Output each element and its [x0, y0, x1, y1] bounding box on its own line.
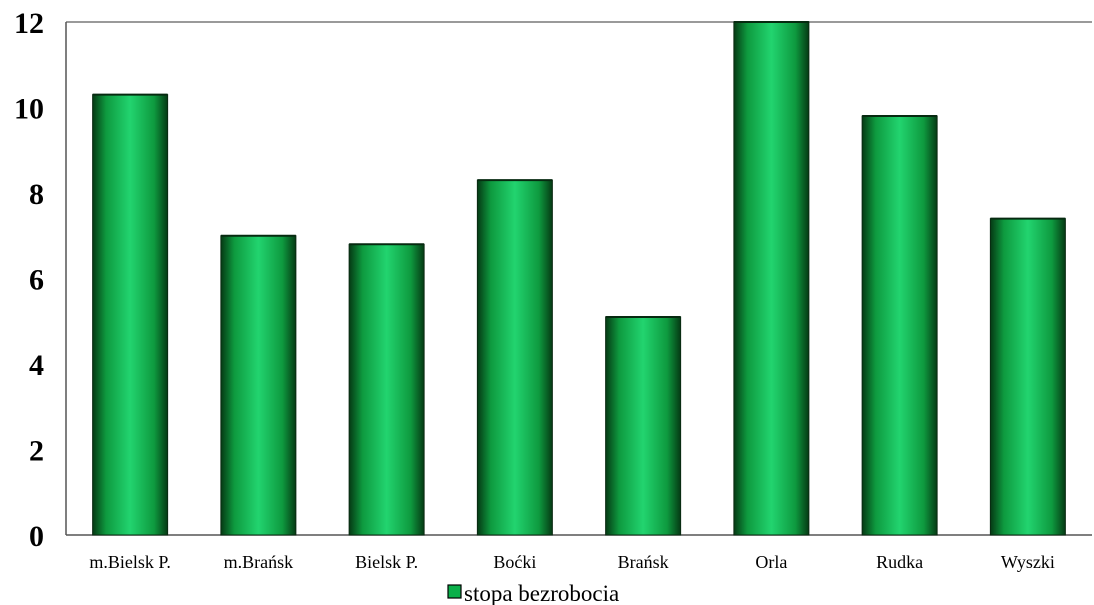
bar — [348, 243, 425, 536]
plot-area — [65, 21, 1092, 536]
y-tick-label: 10 — [14, 93, 44, 126]
x-tick-label: Bielsk P. — [355, 552, 418, 572]
x-tick-label: Wyszki — [1001, 552, 1055, 572]
y-tick-label: 8 — [29, 178, 44, 211]
legend-swatch — [447, 584, 462, 599]
y-tick-label: 0 — [29, 520, 44, 553]
bars — [92, 21, 1066, 536]
y-tick-label: 4 — [29, 349, 44, 382]
bar — [861, 115, 938, 536]
y-tick-label: 12 — [14, 7, 44, 40]
x-axis-labels: m.Bielsk P. m.Brańsk Bielsk P. Boćki Brańsk O… — [89, 552, 1054, 572]
bar — [605, 316, 682, 536]
x-tick-label: Boćki — [493, 552, 536, 572]
bar — [476, 179, 553, 536]
x-tick-label: m.Bielsk P. — [89, 552, 171, 572]
y-tick-label: 2 — [29, 435, 44, 468]
x-tick-label: Rudka — [876, 552, 923, 572]
x-tick-label: Orla — [755, 552, 787, 572]
legend: stopa bezrobocia — [447, 581, 619, 605]
bar — [92, 94, 169, 536]
y-tick-label: 6 — [29, 264, 44, 297]
legend-label: stopa bezrobocia — [464, 581, 619, 605]
bar — [733, 21, 810, 536]
bar — [989, 218, 1066, 536]
y-axis-ticks: 0 2 4 6 8 10 12 — [14, 7, 44, 553]
x-tick-label: Brańsk — [618, 552, 669, 572]
x-tick-label: m.Brańsk — [224, 552, 294, 572]
bar — [220, 235, 297, 536]
